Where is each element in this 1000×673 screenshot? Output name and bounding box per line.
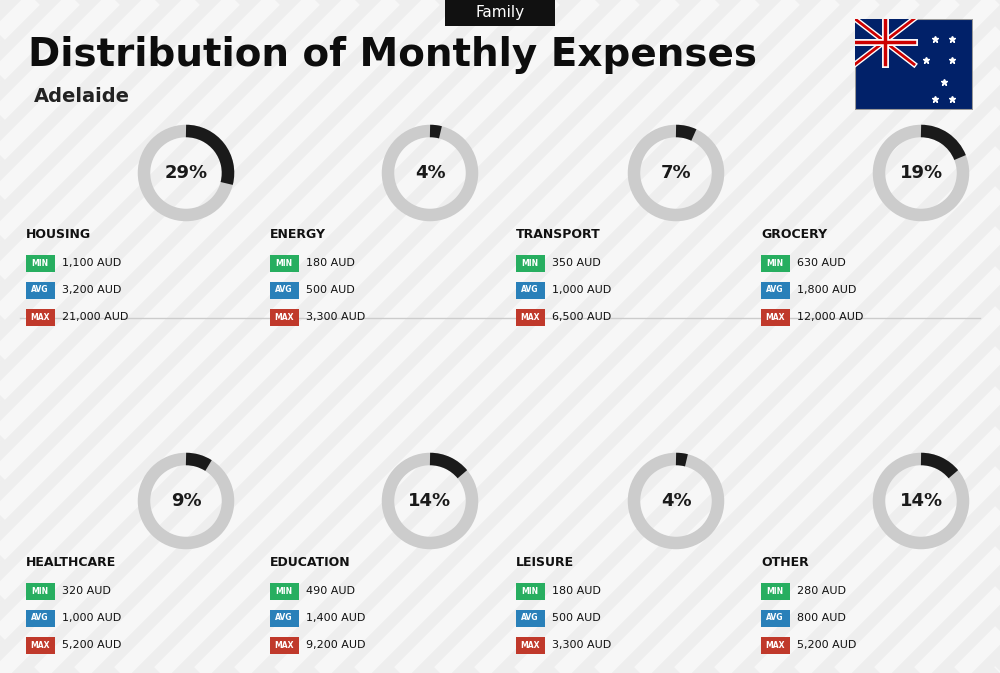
FancyBboxPatch shape: [516, 281, 544, 299]
Bar: [855, 0, 914, 65]
Text: 12,000 AUD: 12,000 AUD: [797, 312, 863, 322]
FancyBboxPatch shape: [270, 281, 298, 299]
FancyBboxPatch shape: [26, 308, 54, 326]
Text: AVG: AVG: [275, 614, 293, 623]
Text: 5,200 AUD: 5,200 AUD: [797, 640, 856, 650]
FancyBboxPatch shape: [26, 610, 54, 627]
Text: 9,200 AUD: 9,200 AUD: [306, 640, 366, 650]
FancyBboxPatch shape: [270, 583, 298, 600]
Text: 3,300 AUD: 3,300 AUD: [306, 312, 365, 322]
FancyBboxPatch shape: [270, 308, 298, 326]
Text: 180 AUD: 180 AUD: [306, 258, 355, 268]
FancyBboxPatch shape: [26, 583, 54, 600]
FancyBboxPatch shape: [26, 281, 54, 299]
Text: 180 AUD: 180 AUD: [552, 586, 601, 596]
Text: MIN: MIN: [766, 586, 784, 596]
Text: 350 AUD: 350 AUD: [552, 258, 601, 268]
FancyBboxPatch shape: [270, 610, 298, 627]
Text: Adelaide: Adelaide: [34, 87, 130, 106]
Text: MIN: MIN: [766, 258, 784, 267]
Text: MAX: MAX: [274, 641, 294, 649]
FancyBboxPatch shape: [761, 583, 790, 600]
FancyBboxPatch shape: [270, 637, 298, 653]
FancyBboxPatch shape: [516, 254, 544, 271]
Text: 29%: 29%: [164, 164, 208, 182]
Text: MAX: MAX: [274, 312, 294, 322]
FancyBboxPatch shape: [761, 610, 790, 627]
Text: 21,000 AUD: 21,000 AUD: [62, 312, 128, 322]
Text: MAX: MAX: [520, 641, 540, 649]
FancyBboxPatch shape: [761, 254, 790, 271]
Text: OTHER: OTHER: [761, 557, 809, 569]
Text: HOUSING: HOUSING: [26, 229, 91, 242]
Text: MAX: MAX: [765, 641, 785, 649]
Text: ENERGY: ENERGY: [270, 229, 326, 242]
Text: MAX: MAX: [30, 641, 50, 649]
Text: 1,100 AUD: 1,100 AUD: [62, 258, 121, 268]
Text: AVG: AVG: [521, 285, 539, 295]
Text: AVG: AVG: [275, 285, 293, 295]
Text: MIN: MIN: [275, 258, 293, 267]
Text: 280 AUD: 280 AUD: [797, 586, 846, 596]
FancyBboxPatch shape: [516, 637, 544, 653]
Text: 14%: 14%: [899, 492, 943, 510]
Text: AVG: AVG: [521, 614, 539, 623]
FancyBboxPatch shape: [516, 610, 544, 627]
Text: MIN: MIN: [31, 586, 49, 596]
Text: 800 AUD: 800 AUD: [797, 613, 846, 623]
FancyBboxPatch shape: [855, 19, 973, 110]
Text: 500 AUD: 500 AUD: [306, 285, 355, 295]
Text: HEALTHCARE: HEALTHCARE: [26, 557, 116, 569]
FancyBboxPatch shape: [445, 0, 555, 26]
Text: 1,400 AUD: 1,400 AUD: [306, 613, 365, 623]
Text: MAX: MAX: [520, 312, 540, 322]
Text: GROCERY: GROCERY: [761, 229, 827, 242]
Text: AVG: AVG: [766, 614, 784, 623]
FancyBboxPatch shape: [26, 637, 54, 653]
Text: 6,500 AUD: 6,500 AUD: [552, 312, 611, 322]
Text: 3,300 AUD: 3,300 AUD: [552, 640, 611, 650]
FancyBboxPatch shape: [516, 583, 544, 600]
Text: 19%: 19%: [899, 164, 943, 182]
Text: 3,200 AUD: 3,200 AUD: [62, 285, 121, 295]
FancyBboxPatch shape: [270, 254, 298, 271]
Text: 500 AUD: 500 AUD: [552, 613, 601, 623]
Text: EDUCATION: EDUCATION: [270, 557, 351, 569]
Text: 14%: 14%: [408, 492, 452, 510]
Text: MIN: MIN: [521, 586, 539, 596]
Text: 630 AUD: 630 AUD: [797, 258, 846, 268]
Text: 1,000 AUD: 1,000 AUD: [552, 285, 611, 295]
Text: 9%: 9%: [171, 492, 201, 510]
Text: MAX: MAX: [30, 312, 50, 322]
Text: 1,800 AUD: 1,800 AUD: [797, 285, 856, 295]
Text: 1,000 AUD: 1,000 AUD: [62, 613, 121, 623]
Text: 320 AUD: 320 AUD: [62, 586, 111, 596]
Text: 4%: 4%: [415, 164, 445, 182]
Text: 4%: 4%: [661, 492, 691, 510]
FancyBboxPatch shape: [761, 308, 790, 326]
Text: MAX: MAX: [765, 312, 785, 322]
Text: Distribution of Monthly Expenses: Distribution of Monthly Expenses: [28, 36, 757, 74]
Text: LEISURE: LEISURE: [516, 557, 574, 569]
Text: 5,200 AUD: 5,200 AUD: [62, 640, 121, 650]
Text: AVG: AVG: [766, 285, 784, 295]
Text: MIN: MIN: [275, 586, 293, 596]
FancyBboxPatch shape: [26, 254, 54, 271]
FancyBboxPatch shape: [761, 637, 790, 653]
FancyBboxPatch shape: [761, 281, 790, 299]
Text: Family: Family: [475, 5, 525, 20]
Text: MIN: MIN: [521, 258, 539, 267]
Text: MIN: MIN: [31, 258, 49, 267]
Text: AVG: AVG: [31, 285, 49, 295]
FancyBboxPatch shape: [516, 308, 544, 326]
Text: TRANSPORT: TRANSPORT: [516, 229, 601, 242]
Text: AVG: AVG: [31, 614, 49, 623]
Text: 490 AUD: 490 AUD: [306, 586, 355, 596]
Text: 7%: 7%: [661, 164, 691, 182]
